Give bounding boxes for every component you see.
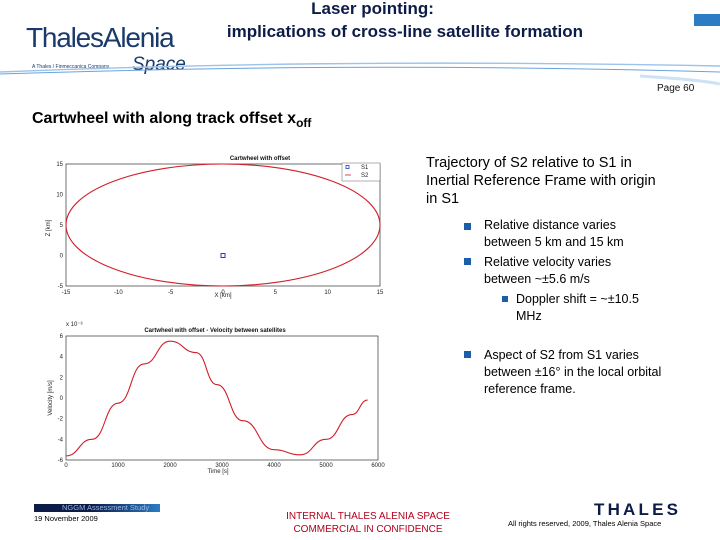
plot2-ytick-label: 6 (60, 334, 64, 340)
bullet-square-icon (464, 258, 471, 265)
plot1-xtick-label: -5 (168, 290, 174, 296)
logo-tagline: A Thales / Finmeccanica Company (32, 64, 110, 70)
plot1-s1-point (220, 253, 226, 258)
cartwheel-trajectory-plot: Cartwheel with offset -15 -10 -5 0 5 10 15 -5 0 5… (46, 156, 384, 299)
plot1-xtick-label: 5 (274, 290, 278, 296)
confidentiality-line2: COMMERCIAL IN CONFIDENCE (293, 524, 443, 535)
plot2-xtick-label: 3000 (215, 463, 229, 469)
plot1-xlabel: X [km] (214, 293, 231, 299)
plot1-ytick-label: 5 (60, 223, 64, 229)
plot2-ytick-label: 0 (60, 396, 64, 402)
footer-confidentiality: INTERNAL THALES ALENIA SPACE COMMERCIAL … (268, 510, 468, 536)
plot2-ytick-label: 4 (60, 355, 64, 361)
bullet-relative-velocity: Relative velocity varies between ~±5.6 m… (484, 255, 612, 286)
plot2-title: Cartwheel with offset - Velocity between… (144, 328, 286, 334)
slide-title-line2: implications of cross-line satellite for… (226, 22, 584, 41)
bullet-square-icon (464, 223, 471, 230)
plot1-xtick-label: 15 (377, 290, 384, 296)
bullet-aspect: Aspect of S2 from S1 varies between ±16°… (484, 348, 662, 396)
plot2-xlabel: Time [s] (207, 469, 228, 475)
footer-rights: All rights reserved, 2009, Thales Alenia… (508, 519, 662, 528)
plot1-ytick-label: -5 (58, 284, 64, 290)
subtitle-text: Cartwheel with along track offset x (32, 110, 297, 127)
plot2-frame (65, 335, 379, 461)
plot2-multiplier: x 10⁻³ (66, 322, 83, 328)
side-heading: Trajectory of S2 relative to S1 in Inert… (426, 155, 656, 207)
plot2-xtick-label: 0 (64, 463, 68, 469)
sub-bullet-doppler: Doppler shift = ~±10.5 MHz (516, 292, 639, 323)
footer-date: 19 November 2009 (34, 514, 98, 523)
legend-s2-label: S2 (361, 173, 369, 179)
legend-s1-label: S1 (361, 165, 369, 171)
page-number: Page 60 (657, 83, 695, 94)
plot2-xtick-label: 1000 (111, 463, 125, 469)
plot2-ytick-label: -2 (58, 417, 64, 423)
bullet-square-icon (464, 351, 471, 358)
plot2-xtick-label: 2000 (163, 463, 177, 469)
plot2-velocity-line (65, 340, 368, 457)
plot1-legend: S1 S2 (341, 162, 381, 182)
plot1-s2-trajectory (65, 163, 381, 287)
footer-study-bar (34, 504, 160, 512)
footer-study-name: NGGM Assessment Study (62, 503, 150, 512)
plot1-xtick-label: 0 (221, 290, 225, 296)
plot2-xtick-label: 4000 (267, 463, 281, 469)
plot2-ytick-label: -6 (58, 458, 64, 464)
plot1-xtick-label: -10 (114, 290, 123, 296)
plot1-xtick-label: 10 (324, 290, 331, 296)
subtitle-subscript: off (296, 116, 312, 131)
header-swoosh-decoration (0, 62, 720, 86)
plot2-xtick-label: 6000 (371, 463, 385, 469)
slide-title-line1: Laser pointing: (311, 0, 434, 18)
velocity-plot: Cartwheel with offset - Velocity between… (48, 322, 385, 475)
plot1-ylabel: Z [km] (46, 219, 52, 236)
confidentiality-line1: INTERNAL THALES ALENIA SPACE (286, 511, 450, 522)
plot1-ytick-label: 15 (56, 162, 63, 168)
corner-accent-bar (694, 14, 720, 26)
bullet-relative-distance: Relative distance varies between 5 km an… (484, 218, 624, 249)
plot1-xtick-label: -15 (62, 290, 71, 296)
slide-subtitle: Cartwheel with along track offset xoff (32, 110, 311, 130)
plot2-ytick-label: -4 (58, 437, 64, 443)
plot2-xtick-label: 5000 (319, 463, 333, 469)
sub-bullet-square-icon (502, 296, 508, 302)
plot2-ylabel: Velocity [m/s] (48, 380, 54, 416)
thales-logo: THALES (594, 500, 682, 519)
logo-brand-text: ThalesAlenia (26, 22, 175, 53)
plot2-ytick-label: 2 (60, 375, 64, 381)
plot1-frame (65, 163, 381, 287)
plot1-ytick-label: 10 (56, 193, 63, 199)
plot1-ytick-label: 0 (60, 254, 64, 260)
legend-s1-marker (345, 165, 350, 169)
plot1-title: Cartwheel with offset (230, 156, 290, 162)
